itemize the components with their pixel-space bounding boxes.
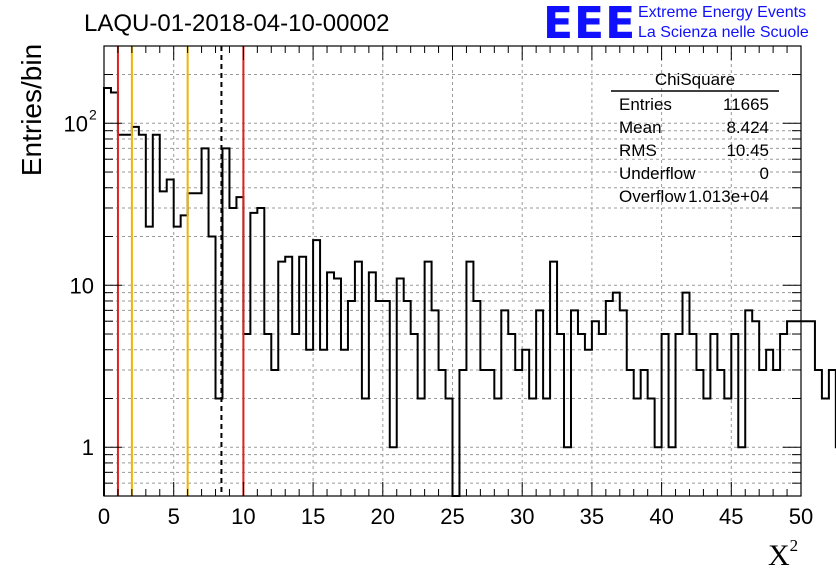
- y-tick-label: 1: [82, 435, 94, 460]
- x-axis-label: X2: [768, 536, 798, 573]
- logo-tagline-1: Extreme Energy Events: [638, 4, 807, 21]
- x-tick-label: 40: [649, 504, 673, 529]
- x-tick-label: 10: [231, 504, 255, 529]
- x-tick-label: 25: [440, 504, 464, 529]
- stats-row-label: Entries: [619, 95, 672, 114]
- histogram-series: [103, 87, 836, 497]
- stats-row-value: 0: [760, 164, 769, 183]
- stats-row-value: 11665: [723, 95, 769, 114]
- x-tick-label: 45: [719, 504, 743, 529]
- y-tick-label: 10: [64, 111, 88, 136]
- stats-row-value: 10.45: [726, 141, 769, 160]
- x-axis-label-exponent: 2: [789, 536, 799, 555]
- chart-title: LAQU-01-2018-04-10-00002: [84, 10, 390, 37]
- stats-box: ChiSquare Entries 11665 Mean 8.424 RMS 10.45 Un…: [611, 70, 779, 206]
- stats-row-label: Mean: [619, 118, 662, 137]
- stats-row-label: Underflow: [619, 164, 696, 183]
- stats-row-value: 8.424: [726, 118, 769, 137]
- x-tick-label: 50: [789, 504, 813, 529]
- stats-row-label: RMS: [619, 141, 657, 160]
- stats-row-label: Overflow: [619, 187, 687, 206]
- x-tick-label: 15: [301, 504, 325, 529]
- eee-logo: EEE: [543, 0, 637, 49]
- x-axis-label-base: X: [768, 539, 790, 572]
- logo-tagline-2: La Scienza nelle Scuole: [638, 24, 809, 41]
- x-tick-label: 35: [580, 504, 604, 529]
- x-tick-label: 5: [168, 504, 180, 529]
- x-tick-label: 30: [510, 504, 534, 529]
- y-tick-label-exponent: 2: [89, 106, 97, 122]
- x-tick-label: 0: [98, 504, 110, 529]
- y-tick-label: 10: [70, 273, 94, 298]
- x-tick-label: 20: [371, 504, 395, 529]
- y-axis-label: Entries/bin: [16, 43, 47, 177]
- stats-name: ChiSquare: [655, 70, 735, 89]
- stats-row-value: 1.013e+04: [688, 187, 769, 206]
